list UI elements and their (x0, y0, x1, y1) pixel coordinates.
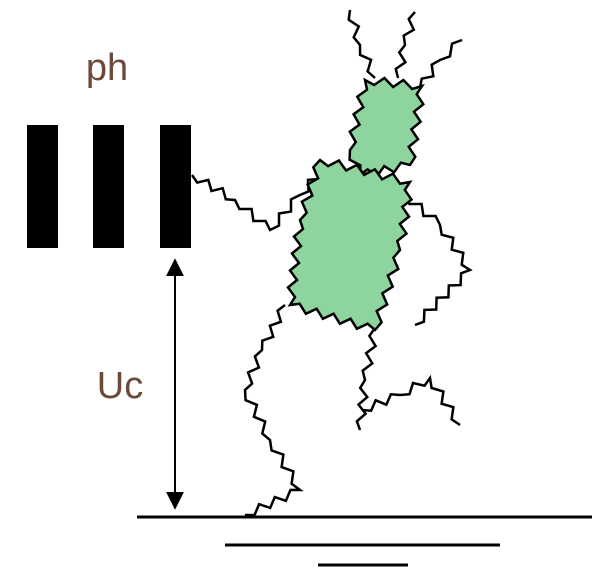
chain (245, 305, 300, 515)
bar (27, 125, 58, 248)
chain (362, 378, 460, 425)
particles (192, 10, 470, 515)
diagram: ph Uc (0, 0, 595, 572)
label-ph: ph (86, 47, 128, 89)
particle (288, 160, 412, 330)
chain (396, 12, 415, 78)
chain (349, 10, 375, 78)
chain (405, 195, 470, 325)
bar (93, 125, 124, 248)
chain (420, 40, 462, 88)
particle (350, 78, 424, 176)
label-uc: Uc (97, 365, 143, 407)
bar (160, 125, 191, 248)
chain (357, 328, 376, 430)
